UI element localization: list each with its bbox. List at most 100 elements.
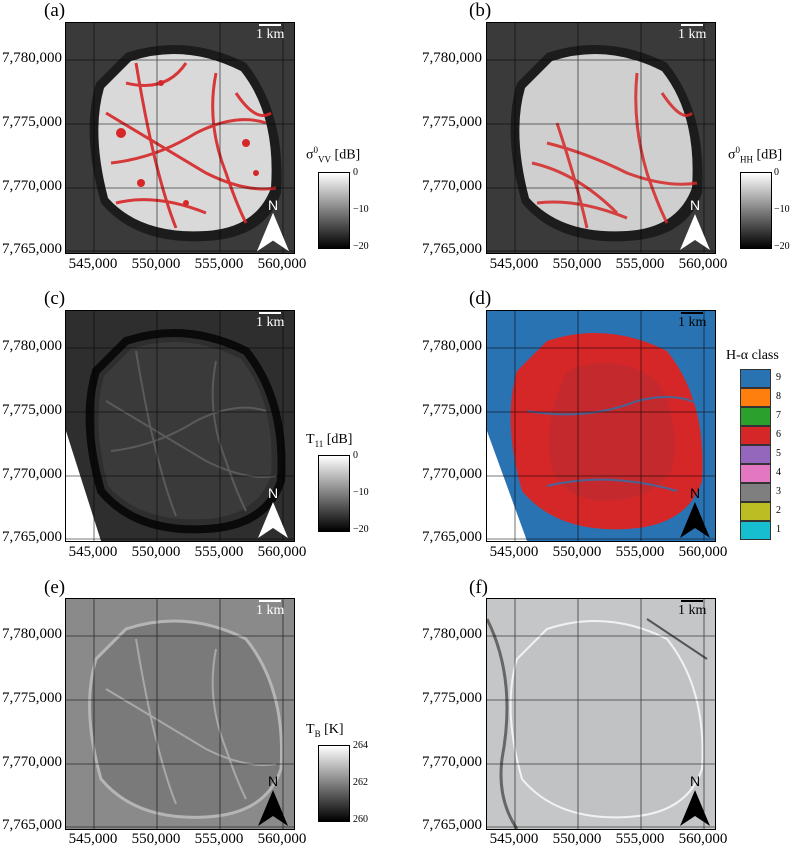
colorbar-title-a: σ0VV [dB]: [306, 145, 361, 165]
x-tick-c-3: 555,000: [194, 544, 244, 560]
map-e-image: [66, 599, 294, 829]
x-tick-e-1: 545,000: [68, 831, 118, 847]
x-tick-d-1: 545,000: [489, 544, 539, 560]
map-e[interactable]: [65, 598, 295, 830]
y-tick-d-1: 7,780,000: [422, 338, 482, 354]
legend-label-class-2: 2: [776, 505, 781, 516]
x-tick-b-2: 550,000: [552, 256, 602, 272]
map-d[interactable]: [486, 310, 716, 542]
colorbar-b-tick-2: −10: [774, 204, 790, 215]
scale-bar-b: 1 km: [678, 24, 706, 43]
map-e-grid: [66, 599, 294, 829]
colorbar-e-tick-1: 264: [353, 740, 368, 751]
map-c-image: [66, 311, 294, 541]
x-tick-d-3: 555,000: [615, 544, 665, 560]
x-tick-d-2: 550,000: [552, 544, 602, 560]
y-tick-f-3: 7,770,000: [422, 754, 482, 770]
x-tick-c-4: 560,000: [257, 544, 307, 560]
scale-bar-e: 1 km: [256, 600, 284, 619]
scale-bar-a: 1 km: [256, 24, 284, 43]
x-tick-a-4: 560,000: [257, 256, 307, 272]
x-tick-f-1: 545,000: [489, 831, 539, 847]
x-tick-e-4: 560,000: [257, 831, 307, 847]
y-tick-b-4: 7,765,000: [422, 241, 482, 257]
map-b[interactable]: [486, 22, 716, 254]
y-tick-f-2: 7,775,000: [422, 690, 482, 706]
scale-bar-d: 1 km: [678, 312, 706, 331]
y-tick-c-1: 7,780,000: [2, 338, 62, 354]
panel-label-a: (a): [44, 0, 66, 21]
x-tick-e-3: 555,000: [194, 831, 244, 847]
svg-text:N: N: [268, 485, 278, 501]
colorbar-e-tick-3: 260: [353, 814, 368, 825]
map-b-grid: [487, 23, 715, 253]
y-tick-c-4: 7,765,000: [2, 529, 62, 545]
legend-swatch-class-8: [740, 388, 771, 407]
y-tick-a-3: 7,770,000: [2, 178, 62, 194]
x-tick-e-2: 550,000: [131, 831, 181, 847]
legend-label-class-3: 3: [776, 486, 781, 497]
y-tick-e-3: 7,770,000: [2, 754, 62, 770]
y-tick-f-4: 7,765,000: [422, 817, 482, 833]
svg-text:N: N: [690, 773, 700, 789]
colorbar-a-tick-3: −20: [353, 241, 369, 252]
x-tick-c-2: 550,000: [131, 544, 181, 560]
x-tick-d-4: 560,000: [678, 544, 728, 560]
colorbar-a-tick-1: 0: [353, 167, 358, 178]
x-tick-a-3: 555,000: [194, 256, 244, 272]
x-tick-b-3: 555,000: [615, 256, 665, 272]
panel-label-b: (b): [469, 0, 492, 21]
legend-label-class-4: 4: [776, 467, 781, 478]
x-tick-a-2: 550,000: [131, 256, 181, 272]
colorbar-b-tick-3: −20: [774, 241, 790, 252]
y-tick-d-2: 7,775,000: [422, 402, 482, 418]
y-tick-d-3: 7,770,000: [422, 466, 482, 482]
legend-swatch-class-6: [740, 426, 771, 445]
legend-title-halpha: H-α class: [726, 348, 779, 363]
y-tick-d-4: 7,765,000: [422, 529, 482, 545]
legend-label-class-5: 5: [776, 448, 781, 459]
north-arrow-icon-d: N: [680, 485, 710, 538]
y-tick-a-2: 7,775,000: [2, 114, 62, 130]
map-a-grid: [66, 23, 294, 253]
panel-label-c: (c): [44, 288, 66, 309]
map-d-image: [487, 311, 715, 541]
colorbar-b-tick-1: 0: [774, 167, 779, 178]
colorbar-e: [318, 745, 350, 822]
x-tick-c-1: 545,000: [68, 544, 118, 560]
x-tick-a-1: 545,000: [68, 256, 118, 272]
map-c[interactable]: [65, 310, 295, 542]
north-arrow-icon-f: N: [680, 773, 710, 826]
map-a[interactable]: [65, 22, 295, 254]
legend-swatch-class-3: [740, 483, 771, 502]
y-tick-c-2: 7,775,000: [2, 402, 62, 418]
colorbar-c-tick-3: −20: [353, 524, 369, 535]
scale-bar-c: 1 km: [256, 312, 284, 331]
north-arrow-icon-b: N: [680, 197, 710, 250]
y-tick-b-1: 7,780,000: [422, 50, 482, 66]
colorbar-a: [318, 172, 350, 249]
panel-label-f: (f): [469, 577, 488, 598]
y-tick-f-1: 7,780,000: [422, 626, 482, 642]
legend-label-class-1: 1: [776, 524, 781, 535]
north-arrow-icon-a: N: [256, 197, 290, 252]
legend-swatch-class-9: [740, 369, 771, 388]
y-tick-c-3: 7,770,000: [2, 466, 62, 482]
scale-bar-f: 1 km: [678, 600, 706, 619]
y-tick-b-2: 7,775,000: [422, 114, 482, 130]
panel-label-d: (d): [469, 288, 492, 309]
x-tick-f-4: 560,000: [678, 831, 728, 847]
legend-swatch-class-2: [740, 502, 771, 521]
x-tick-f-3: 555,000: [615, 831, 665, 847]
north-arrow-icon-e: N: [258, 773, 288, 826]
x-tick-b-4: 560,000: [678, 256, 728, 272]
map-b-image: [487, 23, 715, 253]
map-c-grid: [66, 311, 294, 541]
map-f[interactable]: [486, 598, 716, 830]
colorbar-c-tick-2: −10: [353, 487, 369, 498]
north-arrow-icon-c: N: [258, 485, 288, 538]
legend-label-class-8: 8: [776, 391, 781, 402]
map-a-image: [66, 23, 294, 253]
y-tick-a-4: 7,765,000: [2, 241, 62, 257]
colorbar-title-b: σ0HH [dB]: [728, 145, 783, 165]
